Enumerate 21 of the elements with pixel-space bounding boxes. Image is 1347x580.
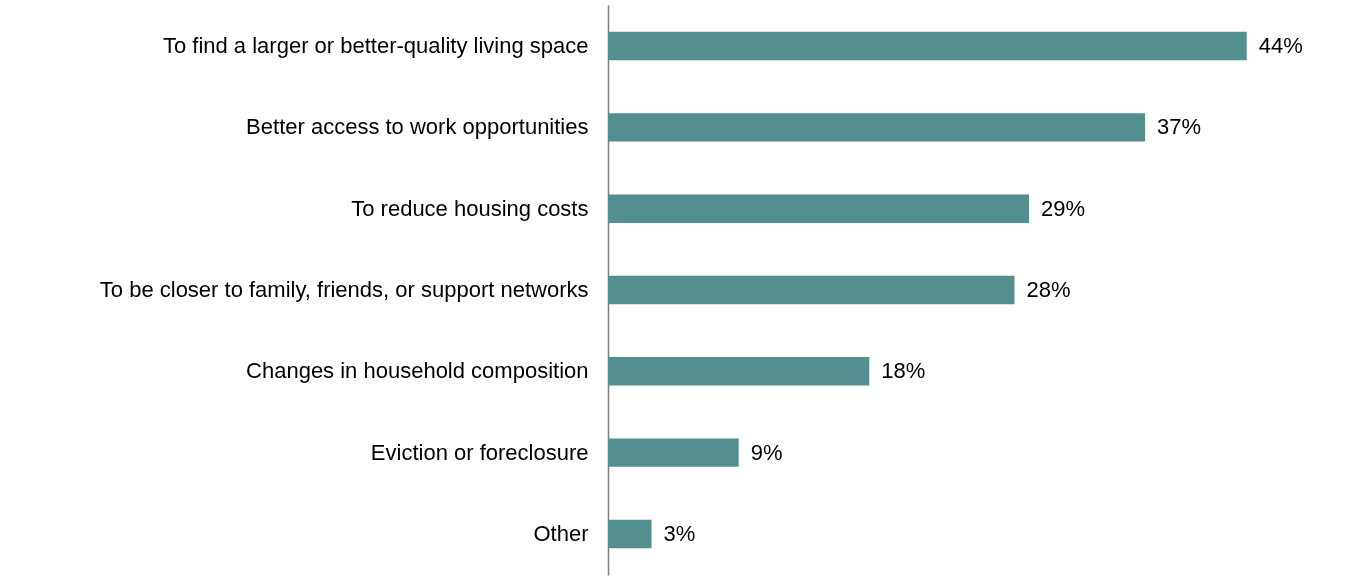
data-label: 18% [881, 358, 926, 384]
bar [608, 438, 739, 467]
y-tick-label: Better access to work opportunities [246, 114, 589, 140]
y-tick-label: Eviction or foreclosure [370, 439, 589, 465]
bar [608, 357, 870, 386]
bar [608, 31, 1247, 61]
data-label: 9% [750, 439, 783, 465]
bar [608, 113, 1146, 142]
y-tick-label: To be closer to family, friends, or support networks [99, 277, 589, 302]
bar [608, 275, 1015, 305]
data-label: 29% [1040, 195, 1086, 221]
y-tick-label: To find a larger or better-quality living space [162, 33, 589, 59]
y-tick-label: Other [533, 520, 589, 546]
y-tick-label: Changes in household composition [246, 358, 589, 384]
bar [608, 519, 652, 549]
bar [608, 194, 1029, 223]
data-label: 3% [663, 520, 696, 546]
data-label: 44% [1258, 33, 1303, 59]
data-label: 37% [1157, 114, 1202, 140]
data-label: 28% [1026, 277, 1071, 302]
y-tick-label: To reduce housing costs [351, 195, 589, 221]
